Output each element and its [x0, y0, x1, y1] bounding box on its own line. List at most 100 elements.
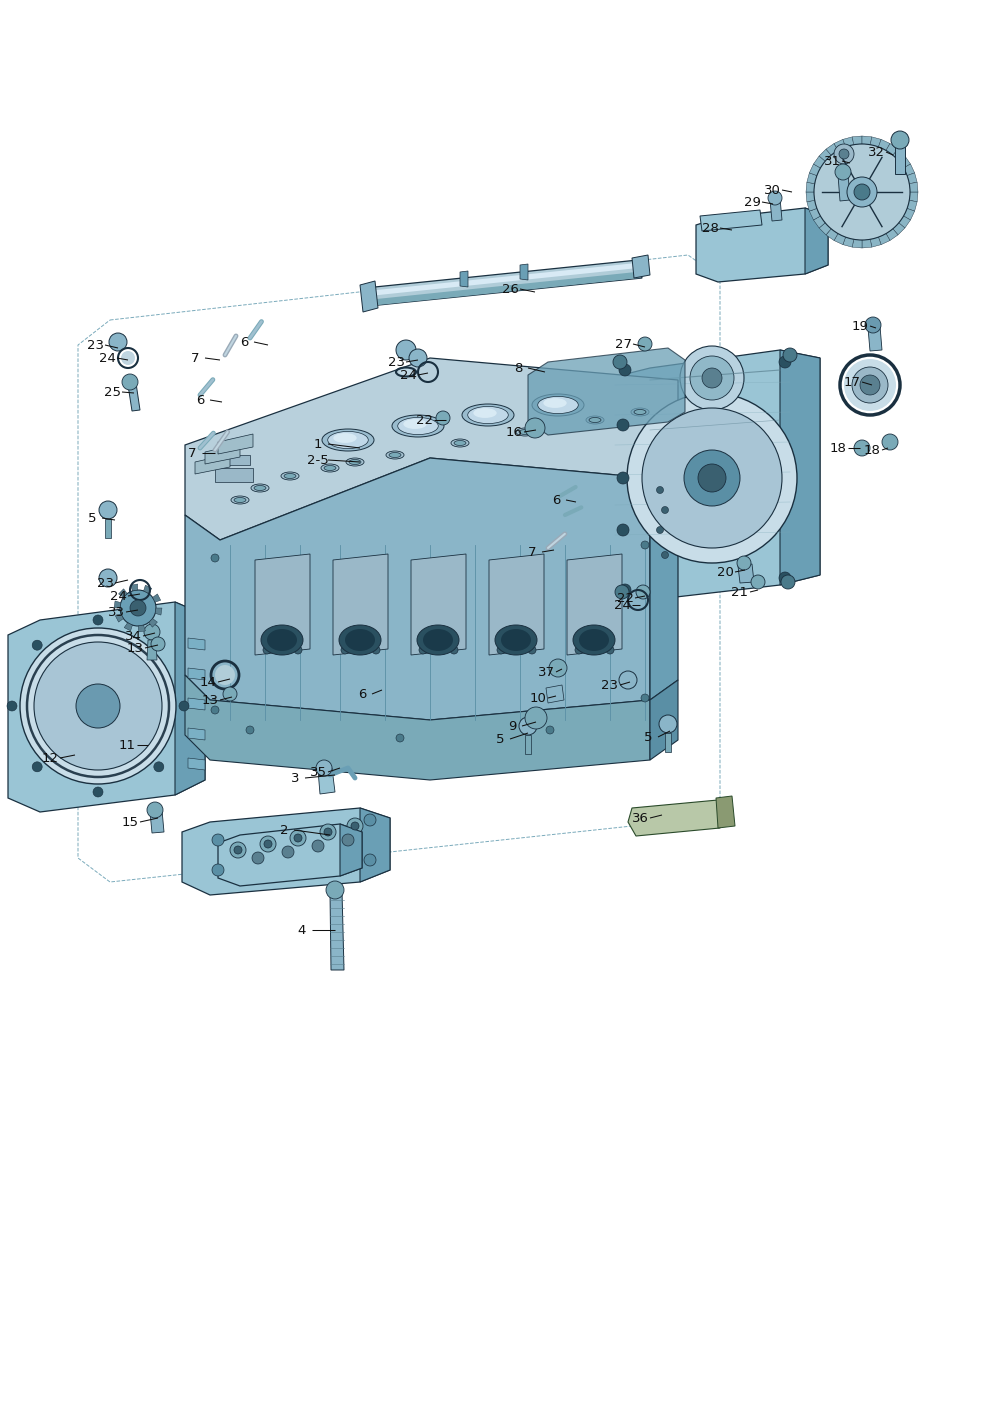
Polygon shape	[632, 255, 650, 278]
Ellipse shape	[573, 624, 615, 655]
Circle shape	[619, 584, 631, 596]
Circle shape	[234, 846, 242, 854]
Polygon shape	[910, 192, 918, 202]
Circle shape	[662, 551, 669, 558]
Polygon shape	[149, 619, 158, 627]
Circle shape	[781, 575, 795, 589]
Polygon shape	[834, 233, 845, 244]
Polygon shape	[879, 139, 890, 150]
Circle shape	[294, 645, 302, 654]
Circle shape	[151, 637, 165, 651]
Text: 20: 20	[716, 565, 733, 578]
Polygon shape	[182, 808, 390, 895]
Circle shape	[419, 645, 427, 654]
Polygon shape	[843, 237, 854, 247]
Ellipse shape	[261, 624, 303, 655]
Text: 24: 24	[400, 369, 417, 382]
Circle shape	[436, 411, 450, 425]
Text: 22: 22	[616, 592, 634, 605]
Circle shape	[854, 441, 870, 456]
Circle shape	[154, 762, 164, 772]
Text: 4: 4	[298, 923, 307, 936]
Circle shape	[854, 184, 870, 201]
Circle shape	[860, 375, 880, 396]
Polygon shape	[185, 457, 650, 720]
Text: 12: 12	[42, 752, 59, 765]
Text: 9: 9	[508, 720, 516, 732]
Text: 2-5: 2-5	[308, 453, 329, 467]
Polygon shape	[650, 680, 678, 760]
Circle shape	[7, 702, 17, 711]
Circle shape	[617, 419, 629, 431]
Circle shape	[364, 814, 376, 826]
Polygon shape	[809, 209, 820, 220]
Text: 5: 5	[87, 512, 96, 525]
Ellipse shape	[467, 407, 508, 424]
Polygon shape	[147, 640, 157, 659]
Polygon shape	[215, 469, 253, 483]
Ellipse shape	[579, 629, 609, 651]
Circle shape	[844, 359, 896, 411]
Polygon shape	[806, 173, 816, 184]
Polygon shape	[365, 260, 642, 306]
Text: 13: 13	[201, 693, 218, 707]
Text: 23: 23	[86, 338, 103, 352]
Ellipse shape	[404, 419, 427, 429]
Polygon shape	[105, 519, 111, 537]
Ellipse shape	[333, 434, 357, 443]
Circle shape	[212, 864, 224, 875]
Polygon shape	[131, 584, 138, 591]
Text: 10: 10	[530, 692, 547, 704]
Ellipse shape	[346, 457, 364, 466]
Polygon shape	[665, 732, 671, 752]
Circle shape	[638, 337, 652, 351]
Ellipse shape	[495, 624, 537, 655]
Text: 28: 28	[701, 222, 718, 234]
Polygon shape	[904, 209, 915, 220]
Polygon shape	[255, 554, 310, 655]
Circle shape	[109, 333, 127, 351]
Circle shape	[230, 842, 246, 859]
Polygon shape	[360, 281, 378, 311]
Polygon shape	[834, 139, 845, 150]
Polygon shape	[195, 455, 230, 474]
Polygon shape	[904, 164, 915, 175]
Polygon shape	[852, 136, 862, 145]
Polygon shape	[150, 810, 164, 833]
Polygon shape	[826, 229, 838, 240]
Circle shape	[546, 725, 554, 734]
Polygon shape	[819, 149, 831, 161]
Circle shape	[320, 824, 336, 840]
Ellipse shape	[386, 450, 404, 459]
Text: 23: 23	[601, 679, 618, 692]
Text: 2: 2	[280, 824, 289, 836]
Polygon shape	[330, 891, 344, 969]
Circle shape	[613, 355, 627, 369]
Polygon shape	[228, 455, 250, 464]
Polygon shape	[460, 271, 468, 288]
Polygon shape	[520, 264, 528, 281]
Circle shape	[99, 501, 117, 519]
Text: 19: 19	[851, 320, 868, 333]
Polygon shape	[907, 173, 918, 184]
Circle shape	[751, 575, 765, 589]
Circle shape	[312, 840, 324, 852]
Circle shape	[659, 716, 677, 732]
Circle shape	[617, 471, 629, 484]
Circle shape	[211, 706, 219, 714]
Ellipse shape	[473, 408, 497, 418]
Ellipse shape	[389, 453, 401, 457]
Circle shape	[684, 450, 740, 506]
Text: 7: 7	[190, 352, 199, 365]
Ellipse shape	[516, 428, 534, 436]
Circle shape	[814, 145, 910, 240]
Polygon shape	[185, 675, 650, 780]
Polygon shape	[907, 201, 918, 212]
Circle shape	[636, 585, 650, 599]
Text: 15: 15	[121, 815, 139, 829]
Circle shape	[32, 640, 43, 650]
Polygon shape	[114, 600, 121, 607]
Polygon shape	[567, 554, 622, 655]
Circle shape	[615, 585, 629, 599]
Ellipse shape	[398, 418, 438, 435]
